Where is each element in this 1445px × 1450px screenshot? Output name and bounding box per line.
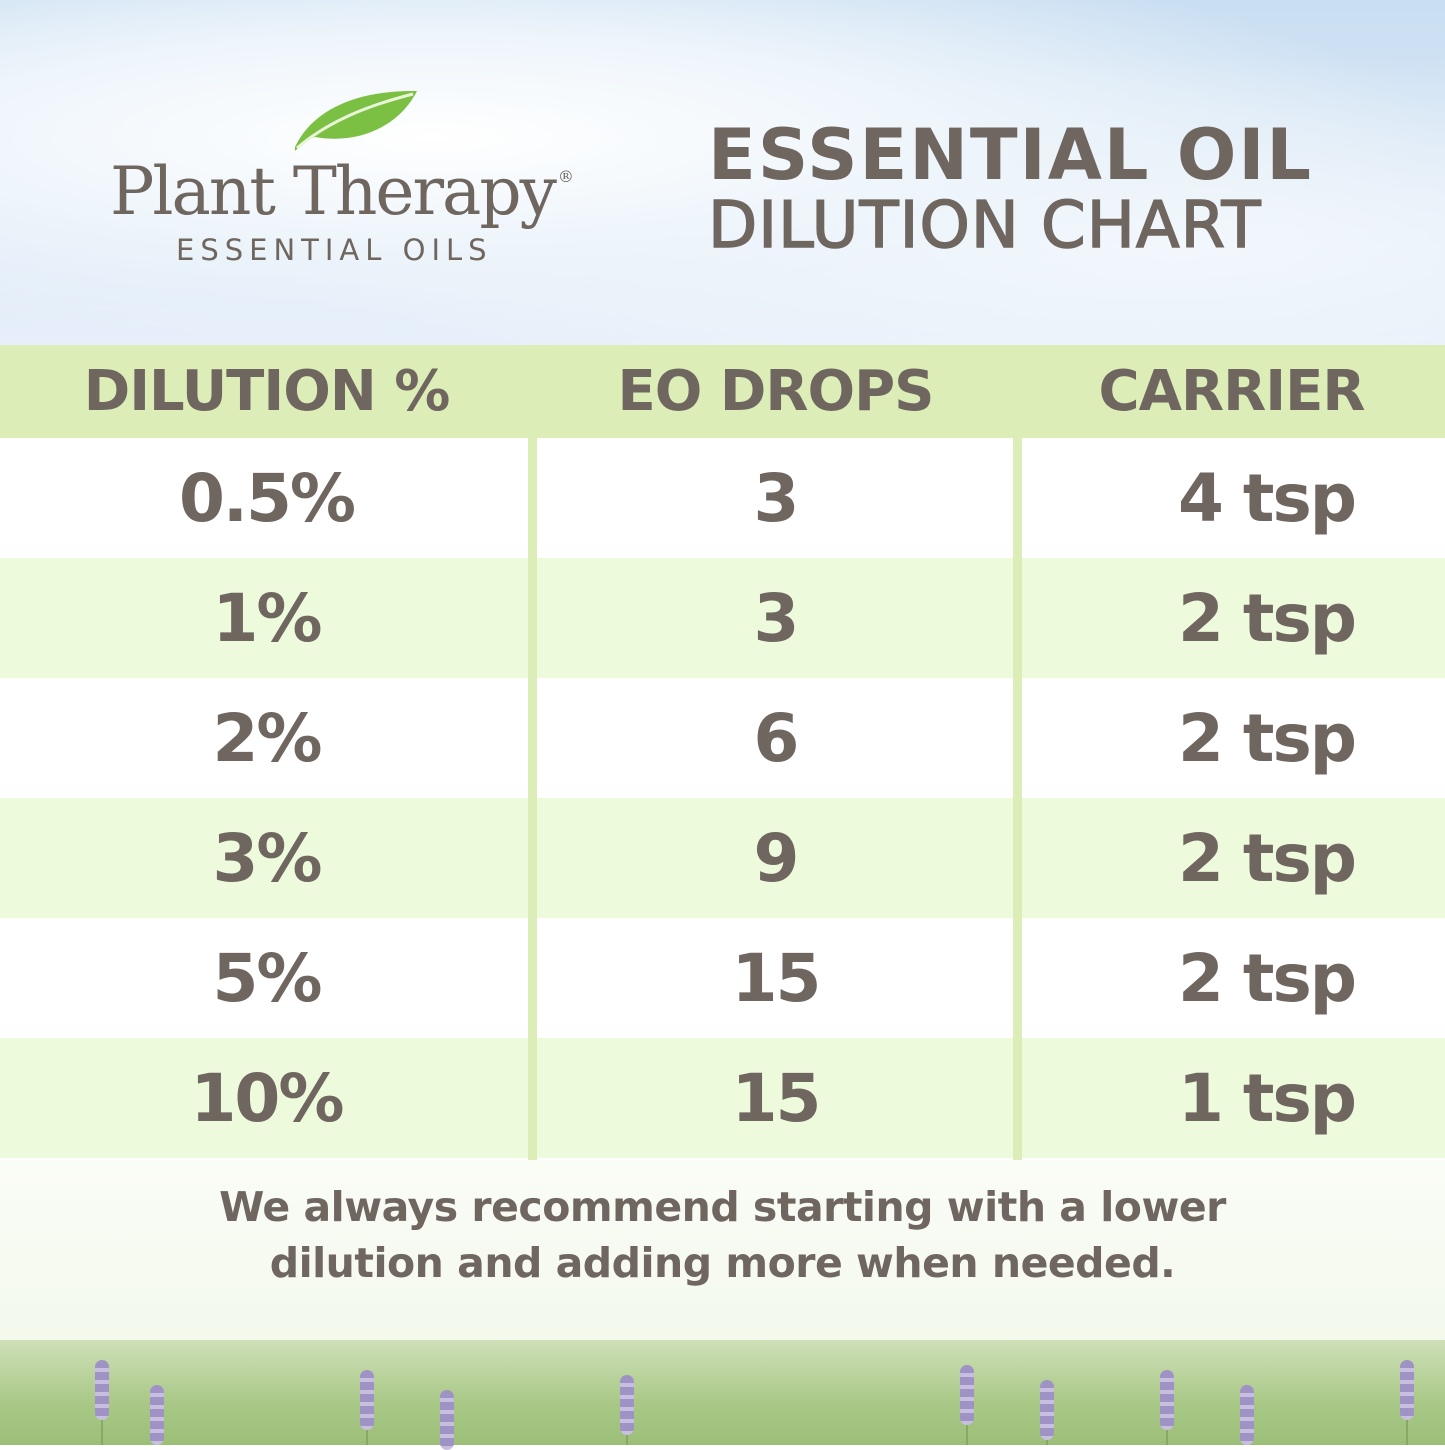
- header-dilution: DILUTION %: [83, 359, 451, 424]
- table-body: 0.5% 3 4 tsp 1% 3 2 tsp 2% 6 2 tsp 3% 9 2 tsp 5% 15 2 …: [0, 438, 1445, 1158]
- lavender-flower: [960, 1365, 974, 1425]
- cell-carrier: 4 tsp: [1178, 459, 1357, 537]
- cell-eo-drops: 3: [753, 459, 800, 537]
- cell-dilution: 10%: [190, 1059, 345, 1137]
- lavender-flower: [1040, 1380, 1054, 1440]
- leaf-icon: [295, 90, 417, 151]
- cell-dilution: 2%: [212, 699, 322, 777]
- cell-dilution: 1%: [212, 579, 322, 657]
- title-line-2: DILUTION CHART: [707, 189, 1262, 263]
- cell-eo-drops: 9: [753, 819, 800, 897]
- lavender-flower: [1400, 1360, 1414, 1420]
- registered-mark: ®: [557, 167, 574, 186]
- recommendation-note: We always recommend starting with a lowe…: [0, 1160, 1445, 1340]
- brand-logo: Plant Therapy ® ESSENTIAL OILS: [110, 85, 630, 275]
- cell-carrier: 2 tsp: [1178, 819, 1357, 897]
- note-line-1: We always recommend starting with a lowe…: [219, 1183, 1226, 1231]
- brand-name: Plant Therapy: [110, 153, 557, 230]
- note-line-2: dilution and adding more when needed.: [269, 1239, 1176, 1287]
- column-divider: [1013, 438, 1022, 1160]
- column-divider: [528, 438, 537, 1160]
- title-line-1: ESSENTIAL OIL: [708, 114, 1314, 196]
- cell-dilution: 3%: [212, 819, 322, 897]
- cell-dilution: 5%: [212, 939, 322, 1017]
- lavender-flower: [620, 1375, 634, 1435]
- table-row: 10% 15 1 tsp: [0, 1038, 1445, 1158]
- cell-carrier: 1 tsp: [1178, 1059, 1357, 1137]
- cell-eo-drops: 6: [753, 699, 800, 777]
- lavender-meadow-image: [0, 1340, 1445, 1450]
- table-row: 1% 3 2 tsp: [0, 558, 1445, 678]
- table-row: 5% 15 2 tsp: [0, 918, 1445, 1038]
- table-header: DILUTION % EO DROPS CARRIER: [0, 345, 1445, 438]
- cell-carrier: 2 tsp: [1178, 939, 1357, 1017]
- cell-eo-drops: 15: [731, 1059, 822, 1137]
- cell-dilution: 0.5%: [178, 459, 356, 537]
- table-row: 0.5% 3 4 tsp: [0, 438, 1445, 558]
- lavender-flower: [1240, 1385, 1254, 1445]
- lavender-flower: [440, 1390, 454, 1450]
- sky-background: [0, 0, 1445, 345]
- cell-carrier: 2 tsp: [1178, 699, 1357, 777]
- table-row: 2% 6 2 tsp: [0, 678, 1445, 798]
- lavender-flower: [360, 1370, 374, 1430]
- header-carrier: CARRIER: [1098, 359, 1366, 424]
- header-eo-drops: EO DROPS: [617, 359, 935, 424]
- lavender-flower: [95, 1360, 109, 1420]
- cell-eo-drops: 15: [731, 939, 822, 1017]
- lavender-flower: [150, 1385, 164, 1445]
- cell-eo-drops: 3: [753, 579, 800, 657]
- lavender-flower: [1160, 1370, 1174, 1430]
- brand-subtitle: ESSENTIAL OILS: [176, 233, 493, 267]
- cell-carrier: 2 tsp: [1178, 579, 1357, 657]
- page-title: ESSENTIAL OIL DILUTION CHART: [707, 114, 1348, 263]
- table-row: 3% 9 2 tsp: [0, 798, 1445, 918]
